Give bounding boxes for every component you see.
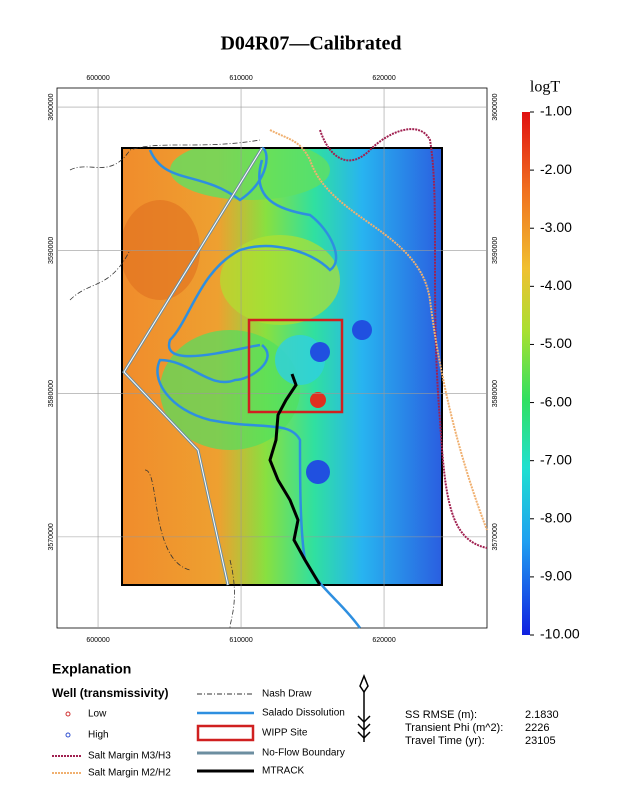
legend-label: Salado Dissolution bbox=[262, 708, 345, 719]
x-tick-label: 620000 bbox=[372, 637, 395, 644]
stat-value: 2.1830 bbox=[525, 709, 559, 721]
transmissivity-field bbox=[122, 148, 442, 585]
stat-label: SS RMSE (m): bbox=[405, 709, 477, 721]
stat-label: Transient Phi (m^2): bbox=[405, 722, 503, 734]
colorbar-tick-label: -8.00 bbox=[540, 509, 572, 525]
colorbar-tick-label: -6.00 bbox=[540, 393, 572, 409]
stat-label: Travel Time (yr): bbox=[405, 735, 485, 747]
colorbar-tick-label: -3.00 bbox=[540, 219, 572, 235]
legend-label: Low bbox=[88, 709, 107, 720]
stat-value: 2226 bbox=[525, 722, 549, 734]
legend-subtitle: Well (transmissivity) bbox=[52, 686, 168, 700]
legend-label: No-Flow Boundary bbox=[262, 748, 345, 759]
x-tick-label: 610000 bbox=[229, 75, 252, 82]
y-tick-label: 3600000 bbox=[492, 93, 499, 120]
y-tick-label: 3570000 bbox=[492, 523, 499, 550]
legend-label: WIPP Site bbox=[262, 728, 308, 739]
map: 600000 600000 610000 610000 620000 620000 3570… bbox=[48, 75, 499, 644]
x-tick-label: 600000 bbox=[86, 637, 109, 644]
x-tick-label: 610000 bbox=[229, 637, 252, 644]
y-tick-label: 3570000 bbox=[48, 523, 55, 550]
colorbar bbox=[522, 112, 530, 635]
low-symbol bbox=[65, 711, 71, 717]
no-flow-boundary-core bbox=[123, 147, 263, 586]
legend-label: Salt Margin M2/H2 bbox=[88, 768, 171, 779]
y-tick-label: 3590000 bbox=[492, 237, 499, 264]
high-symbol bbox=[65, 732, 71, 738]
colorbar-tick-label: -2.00 bbox=[540, 161, 572, 177]
nash-draw bbox=[69, 139, 261, 629]
legend-label: Nash Draw bbox=[262, 689, 312, 700]
title: D04R07—Calibrated bbox=[220, 33, 401, 55]
y-tick-label: 3590000 bbox=[48, 237, 55, 264]
colorbar-tick-label: -5.00 bbox=[540, 335, 572, 351]
colorbar-tick-label: -4.00 bbox=[540, 277, 572, 293]
salt-margin-m3h3 bbox=[319, 128, 488, 549]
salt-margin-m2h2 bbox=[269, 129, 488, 531]
stat-value: 23105 bbox=[525, 735, 556, 747]
legend-label: High bbox=[88, 730, 109, 741]
legend-label: MTRACK bbox=[262, 766, 305, 777]
y-tick-label: 3600000 bbox=[48, 93, 55, 120]
y-tick-label: 3580000 bbox=[492, 380, 499, 407]
mtrack bbox=[268, 373, 322, 586]
colorbar-title: logT bbox=[530, 79, 560, 96]
north-arrow bbox=[357, 673, 371, 742]
model-domain bbox=[121, 147, 443, 586]
colorbar-tick-label: -9.00 bbox=[540, 568, 572, 584]
legend-symbol bbox=[196, 724, 255, 742]
colorbar-tick-label: -10.00 bbox=[540, 626, 580, 642]
colorbar-tick-label: -1.00 bbox=[540, 103, 572, 119]
x-tick-label: 620000 bbox=[372, 75, 395, 82]
y-tick-label: 3580000 bbox=[48, 380, 55, 407]
colorbar-tick-label: -7.00 bbox=[540, 451, 572, 467]
legend-label: Salt Margin M3/H3 bbox=[88, 751, 171, 762]
x-tick-label: 600000 bbox=[86, 75, 109, 82]
legend-title: Explanation bbox=[52, 661, 131, 677]
wipp-site bbox=[247, 318, 344, 414]
